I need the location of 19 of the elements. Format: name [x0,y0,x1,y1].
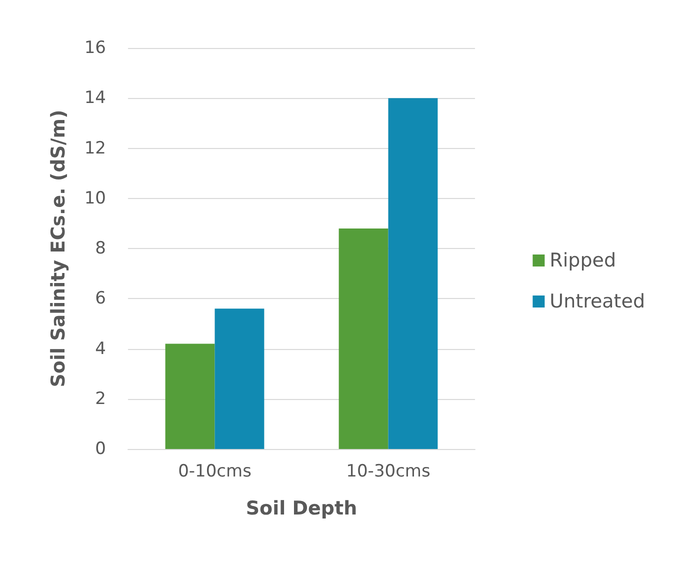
legend-label: Ripped [550,250,616,272]
bar [388,98,438,449]
legend-label: Untreated [550,290,646,312]
y-tick-label: 2 [95,388,106,409]
bar [165,344,215,449]
bar [338,228,388,449]
bar [214,308,264,449]
x-tick-label: 10-30cms [346,462,430,482]
y-tick-label: 16 [84,38,106,58]
y-tick-label: 12 [84,138,106,158]
y-axis-title: Soil Salinity ECs.e. (dS/m) [48,110,70,388]
x-axis-title: Soil Depth [246,498,358,520]
y-tick-label: 6 [95,288,106,309]
x-tick-label: 0-10cms [178,462,252,482]
y-tick-label: 4 [95,338,106,359]
y-tick-label: 10 [84,188,106,208]
y-tick-label: 14 [84,88,106,108]
y-tick-label: 0 [95,439,106,459]
y-tick-label: 8 [95,238,106,258]
